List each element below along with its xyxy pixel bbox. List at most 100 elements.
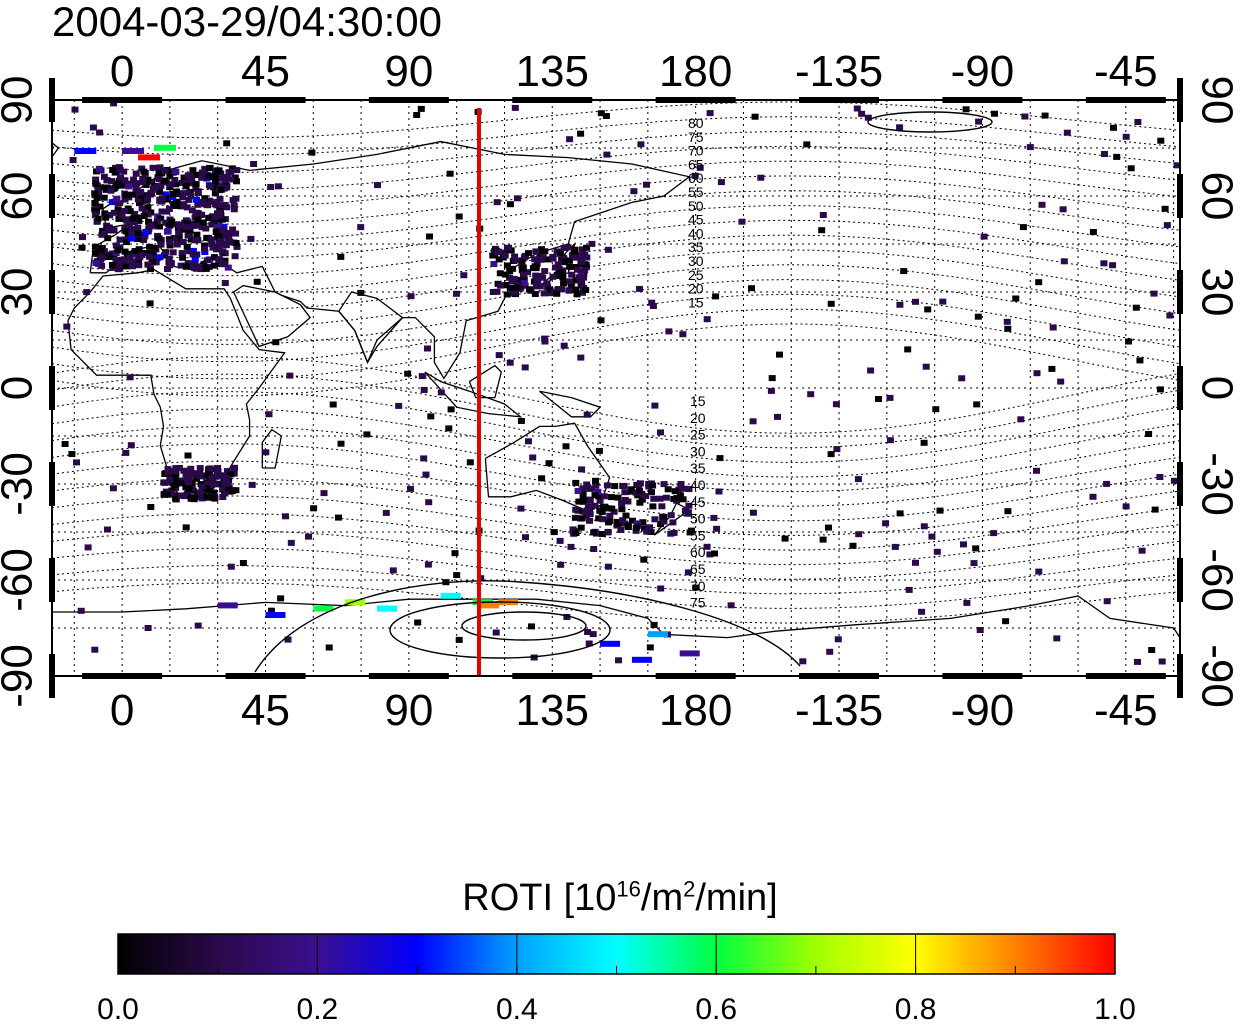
roti-cell: [525, 438, 532, 445]
roti-cell: [819, 212, 827, 218]
roti-cell: [567, 543, 575, 550]
roti-cell: [92, 260, 100, 266]
roti-cell: [138, 252, 146, 259]
roti-cell: [374, 182, 381, 189]
roti-cell: [97, 247, 105, 254]
roti-cell: [1057, 378, 1065, 385]
roti-cell: [144, 625, 152, 631]
roti-cell: [912, 298, 919, 305]
roti-cell: [621, 489, 629, 496]
roti-cell: [157, 241, 165, 248]
roti-cell: [1173, 162, 1180, 169]
contour-label: 55: [688, 184, 704, 200]
roti-cell: [657, 585, 665, 592]
right-tick-bar: [1177, 654, 1183, 698]
roti-cell: [972, 545, 980, 552]
roti-cell: [182, 524, 190, 531]
roti-cell: [1026, 144, 1034, 151]
roti-cell: [218, 216, 226, 223]
roti-cell: [218, 261, 226, 268]
contour-label: 15: [690, 393, 706, 409]
roti-cell: [420, 387, 428, 393]
roti-cell: [282, 513, 289, 520]
contour-line: [52, 131, 1180, 173]
roti-cell: [640, 556, 648, 563]
roti-cell: [1089, 493, 1097, 500]
roti-cell: [138, 205, 146, 212]
roti-cell: [206, 465, 214, 472]
colorbar-tick-label: 0.2: [297, 993, 339, 1024]
roti-cell: [135, 246, 143, 253]
roti-cell: [192, 210, 200, 216]
roti-cell: [684, 569, 692, 576]
roti-cell: [184, 232, 192, 239]
roti-cell: [267, 184, 275, 190]
bottom-tick-bar: [655, 673, 736, 679]
roti-cell: [91, 200, 99, 206]
roti-cell: [575, 274, 583, 281]
top-axis-label: 90: [384, 47, 433, 96]
roti-cell: [130, 251, 138, 258]
roti-cell: [128, 235, 136, 242]
roti-cell: [134, 196, 142, 203]
roti-cell: [218, 175, 226, 182]
roti-cell: [583, 507, 591, 514]
roti-cell: [595, 515, 603, 522]
roti-cell: [611, 483, 619, 490]
roti-cell: [495, 352, 503, 359]
roti-cell: [211, 200, 219, 207]
roti-cell: [667, 512, 675, 519]
contour-label: 45: [688, 212, 704, 228]
roti-cell: [648, 299, 656, 306]
roti-cell: [137, 234, 145, 241]
roti-cell: [538, 475, 546, 482]
roti-cell: [177, 190, 185, 197]
roti-cell: [749, 418, 757, 425]
roti-cell: [121, 248, 129, 255]
roti-cell: [853, 105, 861, 112]
roti-cell: [182, 263, 190, 270]
roti-cell-high: [631, 656, 652, 663]
top-tick-bar: [799, 97, 880, 103]
roti-cell: [533, 283, 540, 290]
map-panel: 8075706560555045403530252015152025303540…: [49, 78, 1183, 698]
roti-cell: [749, 509, 757, 516]
roti-cell: [112, 256, 120, 263]
roti-cell: [1038, 201, 1046, 208]
bottom-axis-label: -45: [1094, 686, 1158, 735]
roti-cell: [121, 225, 129, 231]
roti-cell: [647, 529, 655, 535]
roti-cell: [144, 196, 152, 203]
roti-cell: [991, 110, 998, 117]
contour-label: 20: [688, 281, 704, 297]
roti-cell: [181, 493, 189, 499]
roti-cell: [122, 239, 130, 246]
roti-cell: [1063, 129, 1071, 136]
roti-cell: [1059, 206, 1067, 213]
roti-cell: [203, 201, 211, 208]
right-tick-bar: [1177, 270, 1183, 314]
roti-cell: [207, 183, 214, 190]
roti-cell: [1145, 431, 1153, 437]
colorbar-tick-label: 0.4: [496, 993, 538, 1024]
roti-cell: [197, 473, 205, 480]
roti-cell: [148, 178, 156, 185]
roti-cell: [222, 242, 230, 249]
roti-cell: [179, 254, 187, 261]
roti-cell: [224, 480, 232, 487]
roti-cell: [172, 477, 180, 484]
roti-cell: [1033, 370, 1041, 377]
roti-cell: [577, 524, 585, 531]
roti-cell: [202, 485, 210, 491]
roti-cell: [677, 492, 684, 499]
roti-cell: [232, 195, 240, 202]
contour-line: [52, 530, 1180, 580]
roti-cell: [578, 258, 586, 265]
roti-cell: [665, 328, 673, 335]
roti-cell: [603, 151, 611, 158]
roti-cell: [490, 261, 498, 267]
roti-cell: [196, 465, 204, 472]
roti-cell: [896, 301, 904, 308]
roti-cell: [803, 141, 811, 148]
roti-cell: [184, 220, 191, 226]
